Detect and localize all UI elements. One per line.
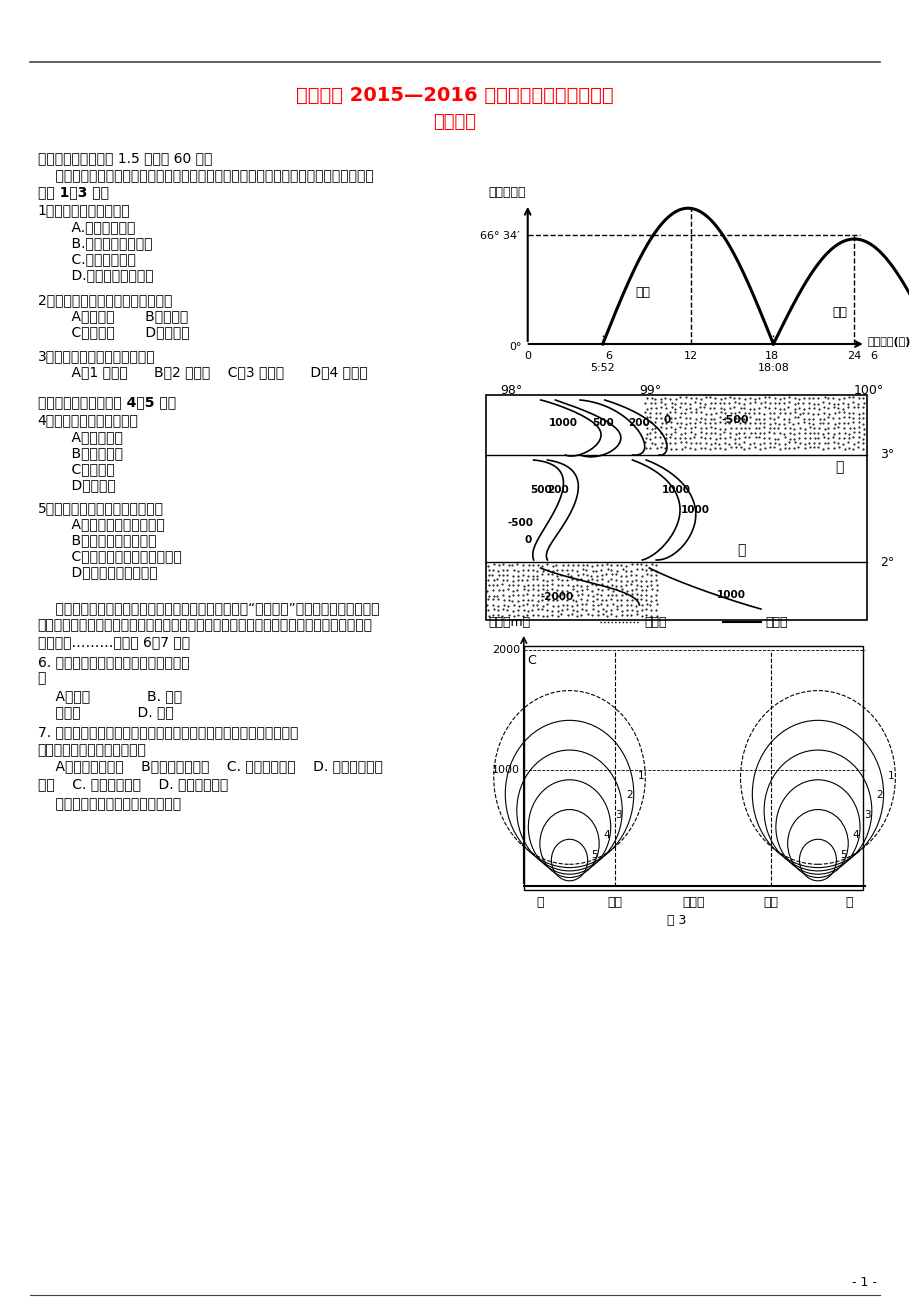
Text: 来优质土壤，吸引附近居民租借种植筱种植蔬果。屋顶农庄运作以来，整栖商厦夏季空调用: 来优质土壤，吸引附近居民租借种植筱种植蔬果。屋顶农庄运作以来，整栖商厦夏季空调用 — [38, 618, 372, 631]
Text: 2°: 2° — [879, 556, 894, 569]
Text: 100°: 100° — [853, 384, 883, 397]
Text: 1000: 1000 — [680, 505, 709, 516]
Text: 获得环境效益。因为它有助于: 获得环境效益。因为它有助于 — [38, 743, 146, 756]
Text: 5: 5 — [840, 850, 846, 859]
Text: 1000: 1000 — [492, 766, 519, 775]
Text: C．秋分日       D．塘至日: C．秋分日 D．塘至日 — [54, 326, 189, 339]
Text: 5．当乙地与北京同时日出时，则: 5．当乙地与北京同时日出时，则 — [38, 501, 164, 516]
Text: B．北京日出越来越早: B．北京日出越来越早 — [54, 533, 156, 547]
Text: 3°: 3° — [879, 448, 894, 461]
Text: C．湖泊水: C．湖泊水 — [54, 462, 115, 477]
Text: 3: 3 — [614, 810, 620, 820]
Text: 4．甲河河源的补给主要是: 4．甲河河源的补给主要是 — [38, 413, 138, 427]
Text: 1: 1 — [887, 771, 893, 781]
Text: 24: 24 — [845, 352, 860, 361]
Text: -500: -500 — [507, 518, 533, 529]
Text: 一、选择题（每小题 1.5 分，共 60 分）: 一、选择题（每小题 1.5 分，共 60 分） — [38, 151, 211, 165]
Text: 500: 500 — [529, 486, 550, 495]
Text: 500: 500 — [591, 418, 613, 428]
Text: 4: 4 — [603, 829, 609, 840]
Text: A．减少灰霖污染    B．缓和热岛效应    C. 削弱紫外辐射    D. 增强雨岛效应: A．减少灰霖污染 B．缓和热岛效应 C. 削弱紫外辐射 D. 增强雨岛效应 — [38, 759, 382, 773]
Text: 0°: 0° — [509, 342, 521, 352]
Text: 读某地区地形图，回答 4～5 题。: 读某地区地形图，回答 4～5 题。 — [38, 395, 176, 409]
Text: 18: 18 — [765, 352, 778, 361]
Text: C: C — [528, 654, 536, 667]
Text: 1000: 1000 — [549, 418, 577, 428]
Text: A．土壤             B. 地形: A．土壤 B. 地形 — [38, 689, 181, 703]
Text: 高度（m）: 高度（m） — [488, 616, 529, 629]
Text: 2: 2 — [626, 790, 632, 801]
Text: 6: 6 — [869, 352, 876, 361]
Text: 5:52: 5:52 — [590, 363, 615, 372]
Text: 6: 6 — [605, 352, 612, 361]
Text: 5: 5 — [591, 850, 597, 859]
Text: 北京时间(时): 北京时间(时) — [867, 337, 910, 348]
Text: 1000: 1000 — [716, 590, 745, 600]
Text: 乙: 乙 — [736, 543, 744, 557]
Text: D.西半球北回归线上: D.西半球北回归线上 — [54, 268, 153, 283]
Text: 2．据图推测，该日应该是北半球的: 2．据图推测，该日应该是北半球的 — [38, 293, 172, 307]
Text: 下图为甲、乙两地某日从日出到日落太阳高度角日变化示意图，其中甲地位于北半球。: 下图为甲、乙两地某日从日出到日落太阳高度角日变化示意图，其中甲地位于北半球。 — [38, 169, 373, 184]
Text: 湖泊与湖岸之间存在着局部环流，: 湖泊与湖岸之间存在着局部环流， — [38, 797, 180, 811]
Text: A．春分日       B．夏至日: A．春分日 B．夏至日 — [54, 309, 188, 323]
Text: 0: 0 — [524, 352, 530, 361]
Text: 2: 2 — [875, 790, 881, 801]
Text: 4: 4 — [851, 829, 858, 840]
Text: 劳动力             D. 市场: 劳动力 D. 市场 — [38, 704, 173, 719]
Text: 1000: 1000 — [661, 486, 689, 495]
Text: 1．据图推测，乙地位于: 1．据图推测，乙地位于 — [38, 203, 130, 217]
Text: 0: 0 — [524, 535, 531, 546]
Text: 2000: 2000 — [491, 644, 519, 655]
Text: 偏西风: 偏西风 — [764, 616, 787, 629]
Text: 3．甲、乙两地实际距离大约是: 3．甲、乙两地实际距离大约是 — [38, 349, 155, 363]
Text: 图 3: 图 3 — [666, 914, 686, 927]
Text: 上海某商厦屋顶上铺满了一个个种植筱，这里被称为“屋顶农庄”。商家专门从长白山运: 上海某商厦屋顶上铺满了一个个种植筱，这里被称为“屋顶农庄”。商家专门从长白山运 — [38, 602, 379, 615]
Text: -2000: -2000 — [540, 592, 573, 602]
Text: 扶沟高中 2015—2016 学年度上期高三开学考试: 扶沟高中 2015—2016 学年度上期高三开学考试 — [295, 86, 613, 104]
Text: 湖岸: 湖岸 — [607, 896, 622, 909]
Text: 偏东风: 偏东风 — [643, 616, 666, 629]
Text: 200: 200 — [547, 486, 569, 495]
Text: 甲地: 甲地 — [635, 286, 650, 299]
Text: D．地下水: D．地下水 — [54, 478, 116, 492]
Text: A．1 万千米      B．2 万千米    C．3 万千米      D．4 万千米: A．1 万千米 B．2 万千米 C．3 万千米 D．4 万千米 — [54, 365, 368, 379]
Text: 12: 12 — [683, 352, 698, 361]
Text: 99°: 99° — [638, 384, 660, 397]
Text: D．北京日出东南方向: D．北京日出东南方向 — [54, 565, 158, 579]
Text: 甲: 甲 — [834, 460, 843, 474]
Text: B．冰雪融水: B．冰雪融水 — [54, 447, 123, 460]
Text: 太阳高度角: 太阳高度角 — [488, 185, 525, 198]
Text: C．太阳直射点一定在北半球: C．太阳直射点一定在北半球 — [54, 549, 182, 562]
Text: 电量下降………，回答 6～7 题。: 电量下降………，回答 6～7 题。 — [38, 635, 189, 648]
Text: 1: 1 — [637, 771, 643, 781]
Text: A．大气降水: A．大气降水 — [54, 430, 123, 444]
Text: 是: 是 — [38, 671, 46, 685]
Bar — [523, 646, 862, 891]
Text: 效应    C. 削弱紫外辐射    D. 增强雨岛效应: 效应 C. 削弱紫外辐射 D. 增强雨岛效应 — [38, 777, 228, 792]
Text: A．乙地与北京同时日落: A．乙地与北京同时日落 — [54, 517, 165, 531]
Text: 湖　泊: 湖 泊 — [681, 896, 704, 909]
Text: 湖岸: 湖岸 — [763, 896, 777, 909]
Text: C.西半球赤道上: C.西半球赤道上 — [54, 253, 136, 266]
Text: 东: 东 — [845, 896, 852, 909]
Text: 200: 200 — [628, 418, 650, 428]
Bar — [485, 395, 866, 620]
Text: 3: 3 — [863, 810, 869, 820]
Text: 0: 0 — [663, 415, 670, 424]
Text: 地理试题: 地理试题 — [433, 113, 475, 132]
Text: 7. 除了经济效益外，开设屋顶农庄还可获得环境效益。因为它有助于: 7. 除了经济效益外，开设屋顶农庄还可获得环境效益。因为它有助于 — [38, 725, 298, 740]
Text: 乙地: 乙地 — [832, 306, 846, 319]
Text: 6. 商家在经营屋顶农庄时，重点关注的: 6. 商家在经营屋顶农庄时，重点关注的 — [38, 655, 189, 669]
Text: - 1 -: - 1 - — [851, 1276, 876, 1289]
Text: 西: 西 — [536, 896, 544, 909]
Text: -500: -500 — [720, 415, 748, 424]
Text: 18:08: 18:08 — [756, 363, 789, 372]
Text: 66° 34′: 66° 34′ — [480, 230, 519, 241]
Text: A.东半球赤道上: A.东半球赤道上 — [54, 220, 136, 234]
Text: B.东半球北回归线上: B.东半球北回归线上 — [54, 236, 153, 250]
Text: 98°: 98° — [499, 384, 521, 397]
Text: 回答 1～3 题。: 回答 1～3 题。 — [38, 185, 108, 199]
